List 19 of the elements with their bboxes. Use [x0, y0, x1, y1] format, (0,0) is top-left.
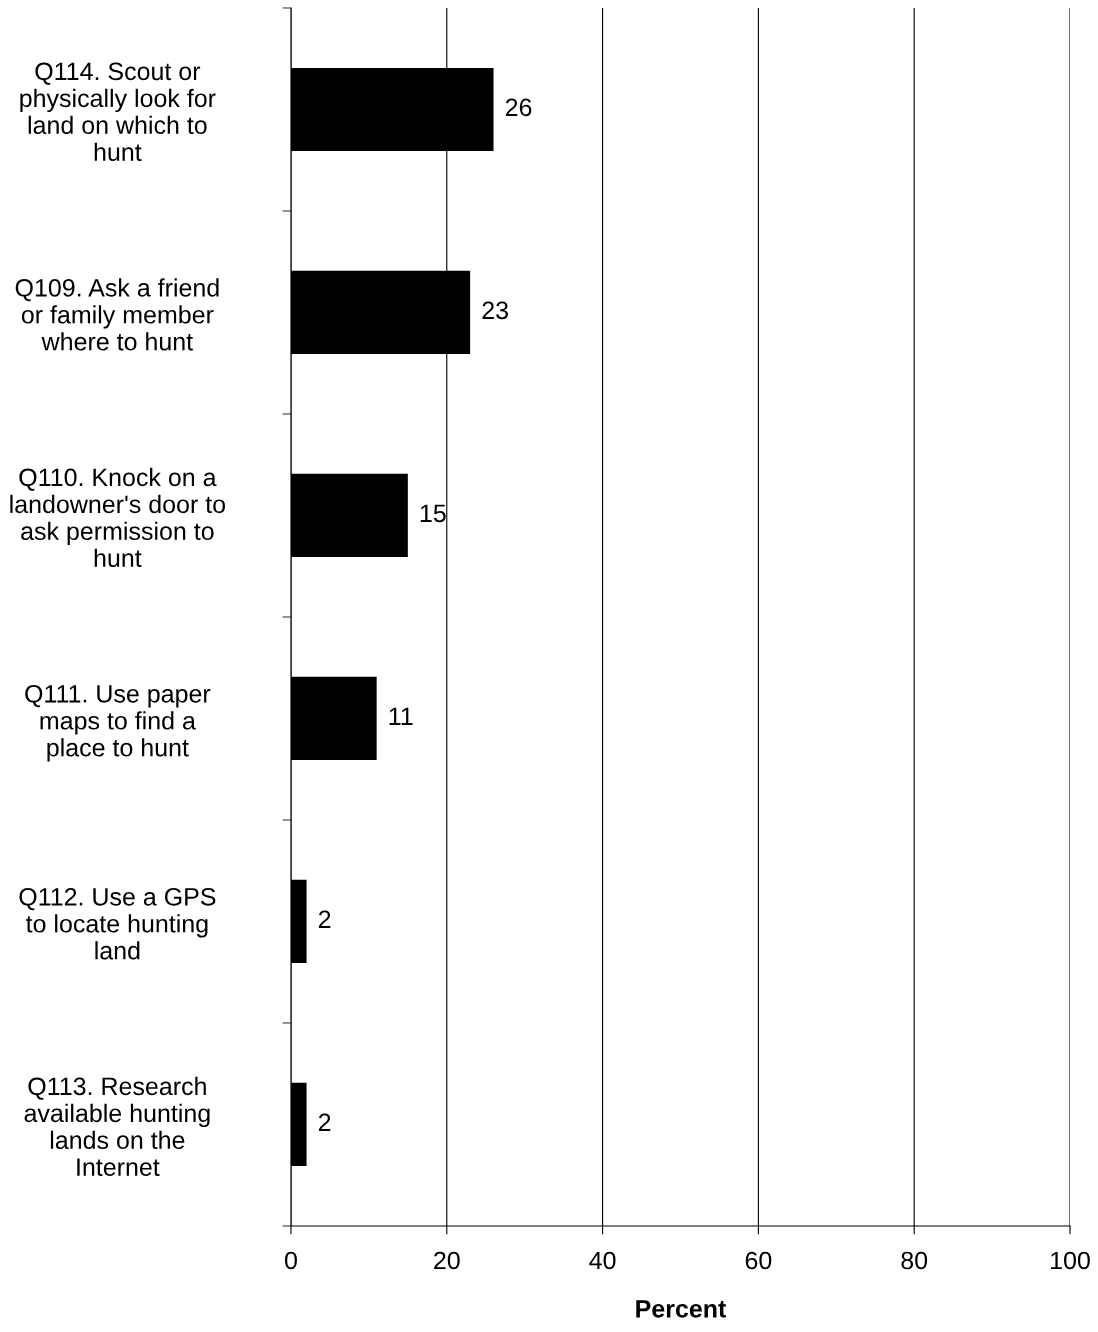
- y-tick-label: Q110. Knock on a landowner's door to ask permission to hunt: [10, 467, 226, 567]
- y-tick-label: Q109. Ask a friend or family member where to hunt: [15, 278, 219, 351]
- data-label: 15: [420, 504, 446, 523]
- data-label: 23: [482, 301, 508, 320]
- x-tick-label: 60: [745, 1251, 772, 1270]
- data-label: 11: [389, 707, 413, 725]
- data-label: 2: [318, 1113, 331, 1131]
- x-tick-label: 20: [434, 1251, 460, 1270]
- x-axis-title: Percent: [636, 1300, 727, 1318]
- data-label: 26: [505, 98, 532, 117]
- x-tick-label: 0: [285, 1251, 297, 1270]
- y-tick-label: Q114. Scout or physically look for land on which to hunt: [20, 62, 216, 161]
- y-tick-label: Q113. Research available hunting lands on the Internet: [24, 1076, 210, 1176]
- y-tick-label: Q111. Use paper maps to find a place to hunt: [25, 684, 211, 762]
- x-tick-label: 100: [1051, 1251, 1090, 1270]
- data-label: 2: [318, 910, 331, 928]
- x-tick-label: 40: [589, 1251, 616, 1270]
- x-tick-label: 80: [901, 1251, 928, 1270]
- y-tick-label: Q112. Use a GPS to locate hunting land: [19, 887, 216, 960]
